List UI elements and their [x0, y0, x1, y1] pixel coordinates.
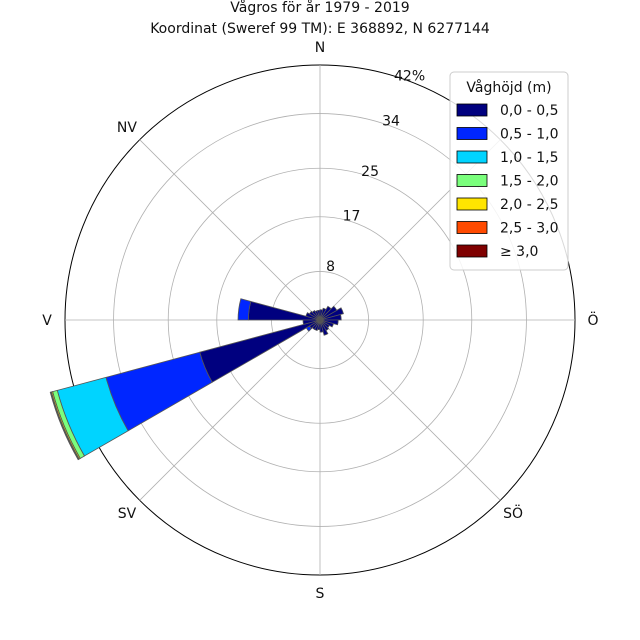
- legend-label: 2,0 - 2,5: [500, 197, 558, 213]
- sector-segment: [319, 314, 342, 321]
- sector-segment: [49, 391, 80, 461]
- sector-segment: [311, 319, 321, 331]
- legend-swatch: [456, 174, 488, 187]
- ring-label: 17: [343, 209, 361, 225]
- sector-segment: [199, 319, 321, 383]
- legend-label: 0,5 - 1,0: [500, 127, 558, 143]
- direction-label: SÖ: [503, 504, 523, 522]
- sector-segment: [311, 309, 321, 321]
- legend-label: 1,0 - 1,5: [500, 150, 558, 166]
- grid-spoke: [139, 139, 321, 321]
- legend-swatch: [456, 103, 488, 117]
- ring-label: 25: [361, 164, 379, 180]
- sector-segment: [305, 325, 312, 332]
- direction-label: Ö: [587, 311, 598, 329]
- legend-title: Våghöjd (m): [466, 79, 551, 96]
- chart-subtitle: Koordinat (Sweref 99 TM): E 368892, N 62…: [150, 21, 490, 37]
- direction-label: NV: [117, 120, 137, 136]
- legend-swatch: [456, 197, 488, 211]
- direction-label: S: [316, 586, 325, 602]
- sector-segment: [302, 319, 321, 325]
- legend-box: [449, 71, 569, 271]
- grid-spoke: [319, 319, 501, 501]
- sector-segment: [319, 319, 324, 333]
- sector-segment: [319, 305, 338, 321]
- ring-label: 34: [382, 113, 400, 129]
- legend-swatch: [456, 150, 488, 164]
- sector-segment: [319, 319, 329, 336]
- legend-swatch: [456, 244, 488, 258]
- grid-spoke: [139, 319, 321, 501]
- legend-swatch: [456, 221, 488, 234]
- direction-label: SV: [118, 506, 137, 522]
- ring-labels: 8 17 25 34 42%: [326, 68, 425, 275]
- legend-label: 1,5 - 2,0: [500, 174, 558, 190]
- legend-label: 0,0 - 0,5: [500, 103, 558, 119]
- legend-items: 0,0 - 0,5 0,5 - 1,0 1,0 - 1,5 1,5 - 2,0 2,0 …: [456, 103, 558, 260]
- sector-segment: [237, 298, 252, 321]
- legend-swatch: [456, 127, 488, 140]
- polar-frame: [64, 64, 576, 576]
- legend-label: 2,5 - 3,0: [500, 221, 558, 237]
- chart-title: Vågros för år 1979 - 2019: [230, 0, 409, 16]
- ring-label: 8: [326, 259, 335, 275]
- direction-label: V: [42, 313, 52, 329]
- direction-label: N: [315, 40, 325, 56]
- legend-label: ≥ 3,0: [500, 244, 538, 260]
- legend: Våghöjd (m) 0,0 - 0,5 0,5 - 1,0 1,0 - 1,5 1…: [449, 71, 569, 271]
- ring-label: 42%: [394, 68, 425, 84]
- direction-labels: N NV V SV S SÖ Ö: [42, 40, 598, 602]
- sectors-layer: [49, 298, 344, 461]
